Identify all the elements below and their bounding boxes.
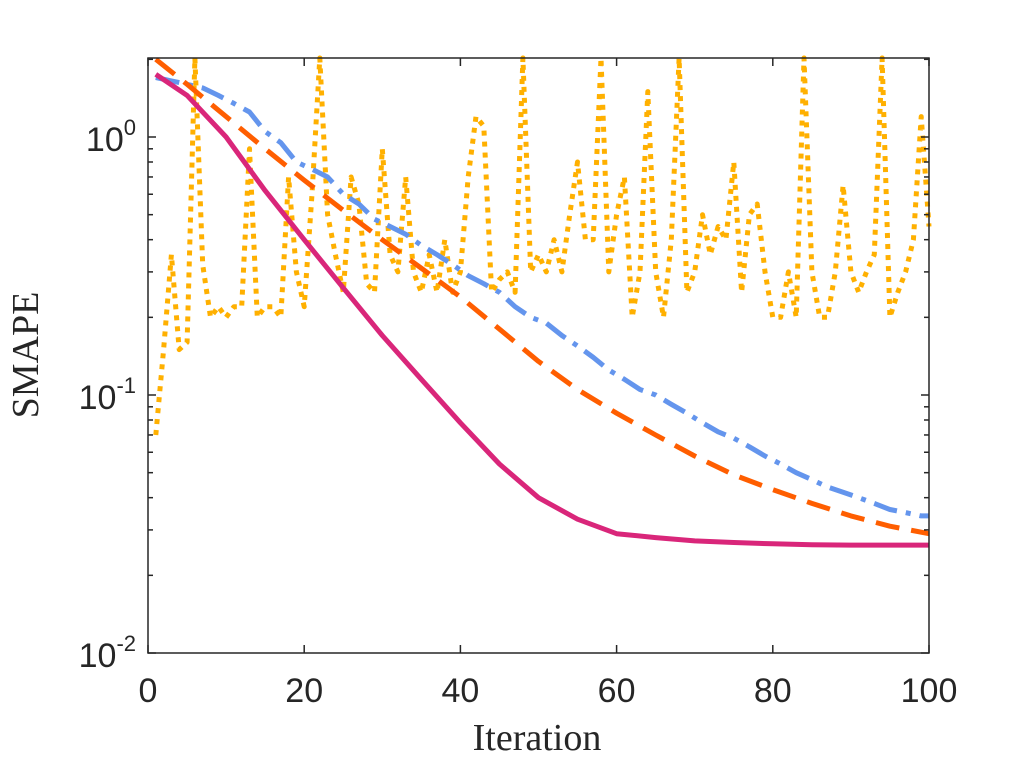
x-tick-label: 40 [441,672,479,710]
series-line-dashed [154,57,930,537]
y-tick-label: 10-1 [79,373,136,417]
x-tick-label: 0 [139,672,158,710]
axes-box [147,57,930,654]
x-tick-label: 20 [285,672,323,710]
y-axis-title: SMAPE [5,292,47,419]
x-tick-label: 100 [901,672,958,710]
x-ticks: 0 20 40 60 80 100 [139,58,958,710]
x-tick-label: 60 [598,672,636,710]
plot-area [148,58,929,653]
x-tick-label: 80 [754,672,792,710]
series-line-dashdot [155,75,929,519]
y-ticks: 100 10-1 10-2 [79,58,929,675]
y-tick-label: 100 [86,115,136,159]
y-tick-label: 10-2 [79,631,136,675]
series-line-solid [154,72,929,548]
series-line-dotted [153,55,932,436]
x-axis-title: Iteration [473,717,602,759]
series-layer [153,55,932,548]
